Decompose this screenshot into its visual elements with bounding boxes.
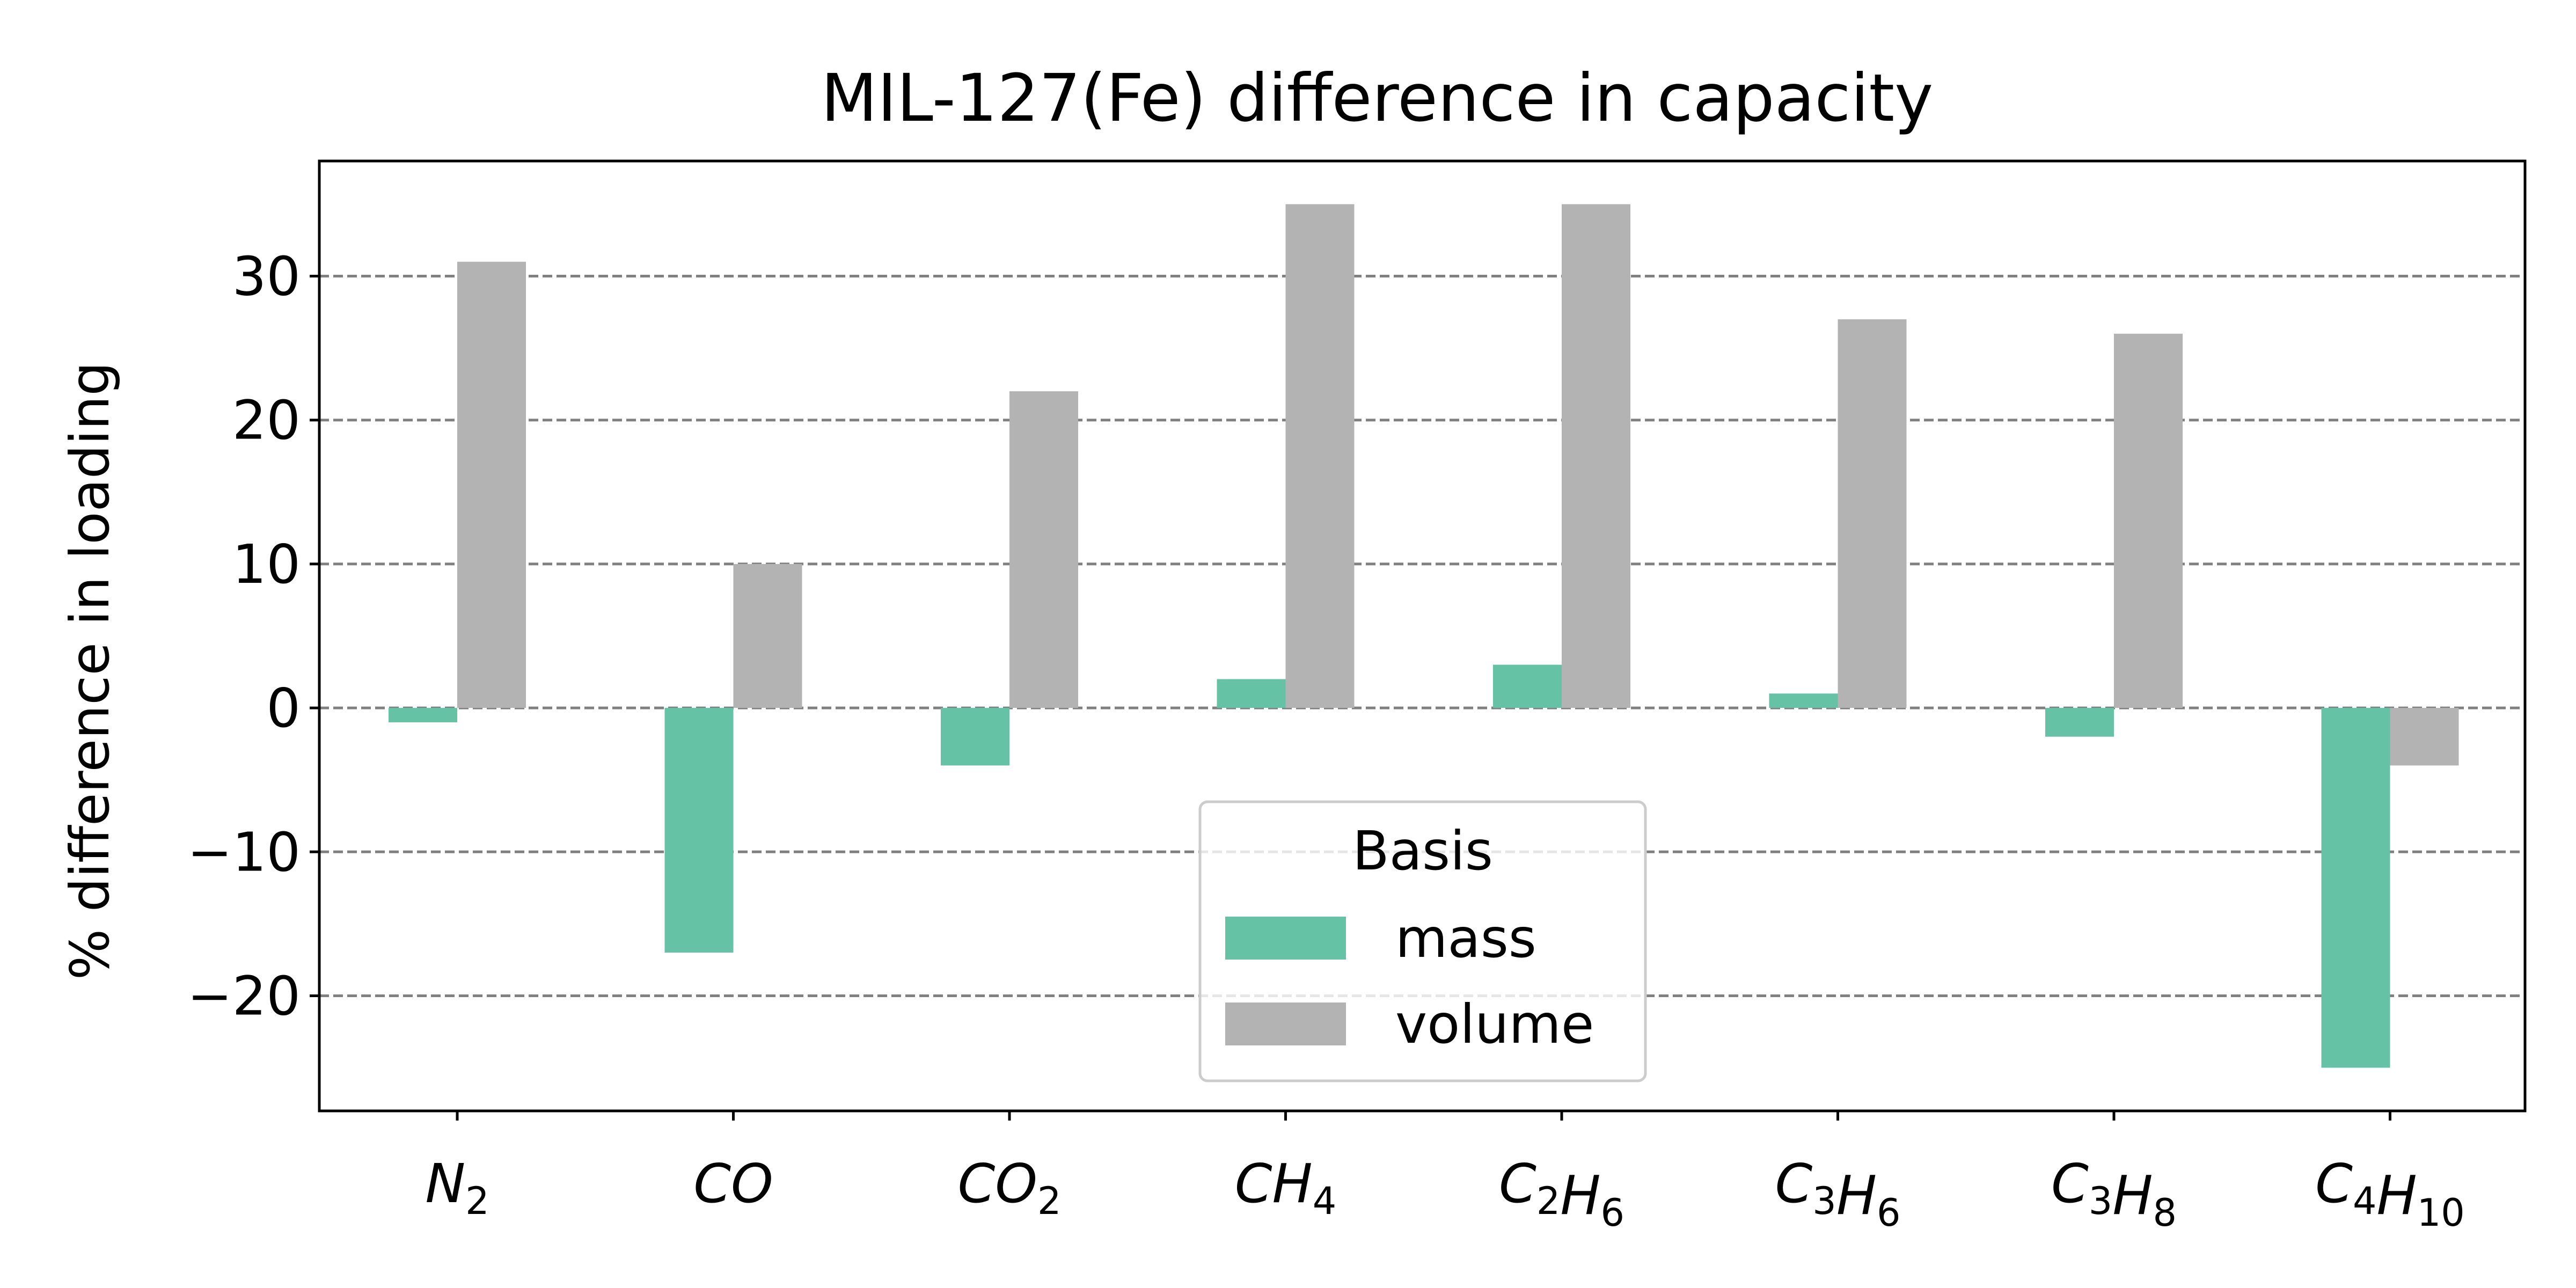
bar-mass xyxy=(941,708,1009,766)
bar-mass xyxy=(2321,708,2390,1068)
x-ticks: N2 CO CO2 CH4 C2H6 C3H6 C3H8 C4H10 xyxy=(425,1111,2465,1235)
y-tick-label: 20 xyxy=(232,389,301,452)
x-tick-label: C2H6 xyxy=(1499,1152,1624,1235)
bar-mass xyxy=(389,708,457,722)
y-axis-label: % difference in loading xyxy=(58,362,121,980)
legend: Basis mass volume xyxy=(1198,800,1647,1082)
bar-mass xyxy=(1769,693,1838,708)
bar-mass xyxy=(664,708,734,953)
legend-swatch-volume xyxy=(1225,1002,1346,1045)
y-tick-label: 10 xyxy=(232,533,301,596)
bar-volume xyxy=(1838,319,1907,708)
bar-volume xyxy=(733,564,802,708)
y-ticks: −20 −10 0 10 20 30 xyxy=(187,245,319,1027)
bar-volume xyxy=(1562,204,1630,708)
legend-title: Basis xyxy=(1352,819,1493,882)
x-tick-label: CO2 xyxy=(957,1152,1061,1223)
x-tick-label: C4H10 xyxy=(2315,1152,2465,1235)
x-tick-label: C3H6 xyxy=(1775,1152,1900,1235)
bar-mass xyxy=(2045,708,2114,737)
x-tick-label: C3H8 xyxy=(2051,1152,2177,1235)
legend-label-volume: volume xyxy=(1395,993,1594,1056)
chart-title: MIL-127(Fe) difference in capacity xyxy=(821,60,1934,136)
bar-mass xyxy=(1217,679,1286,708)
bars xyxy=(389,204,2459,1068)
bar-volume xyxy=(1285,204,1355,708)
bar-volume xyxy=(2390,708,2459,766)
legend-swatch-mass xyxy=(1225,917,1346,960)
legend-label-mass: mass xyxy=(1395,907,1536,970)
bar-volume xyxy=(2114,333,2183,708)
y-tick-label: −10 xyxy=(187,821,301,883)
bar-volume xyxy=(457,261,526,708)
bar-volume xyxy=(1009,391,1078,708)
y-tick-label: 30 xyxy=(232,245,301,308)
x-tick-label: CO xyxy=(693,1152,773,1215)
y-tick-label: 0 xyxy=(266,677,301,740)
plot-frame xyxy=(318,159,2527,1113)
x-tick-label: CH4 xyxy=(1235,1152,1337,1223)
bar-mass xyxy=(1493,664,1562,708)
x-tick-label: N2 xyxy=(425,1152,489,1223)
y-tick-label: −20 xyxy=(187,964,301,1027)
